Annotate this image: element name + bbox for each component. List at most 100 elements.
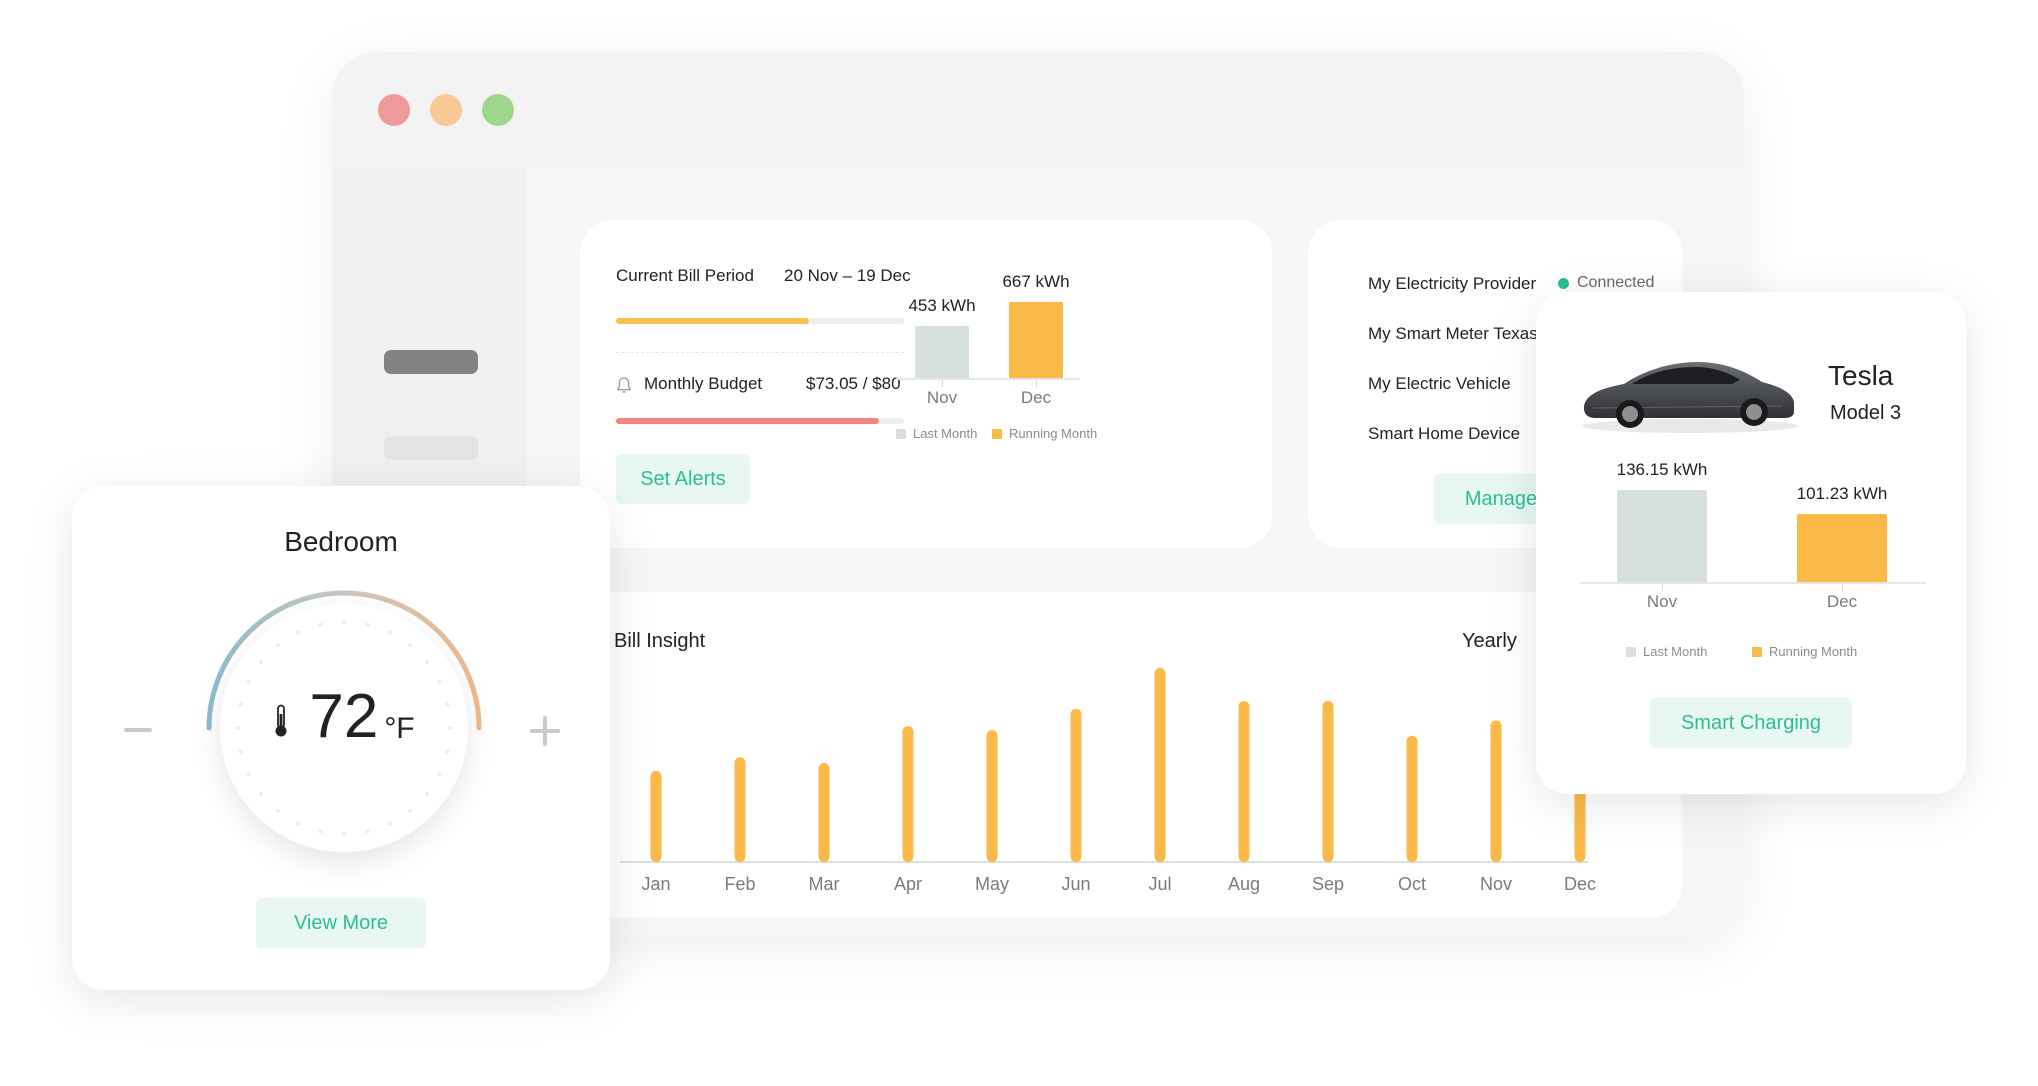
dial-tick [365, 622, 370, 627]
smart-charging-button[interactable]: Smart Charging [1650, 698, 1852, 748]
x-tick-label: Dec [1020, 388, 1052, 407]
bill-insight-chart: Jan Feb Mar Apr May Jun Jul Aug Sep Oct Nov Dec [620, 668, 1596, 894]
bar-oct[interactable] [1406, 735, 1418, 862]
bar-feb[interactable] [734, 757, 746, 862]
vehicle-card: Tesla Model 3 136.15 kWh Nov 101.23 kWh Dec… [1536, 292, 1966, 794]
monthly-budget-value: $73.05 / $80 [806, 374, 901, 393]
vehicle-model: Model 3 [1830, 402, 1902, 424]
room-name: Bedroom [284, 526, 398, 557]
connection-electric-vehicle[interactable]: My Electric Vehicle [1368, 374, 1511, 393]
divider [616, 352, 904, 353]
bill-period-progress [616, 318, 904, 324]
chart-baseline [896, 378, 1080, 380]
bar-sep[interactable] [1322, 700, 1334, 862]
x-tick-label: Oct [1398, 874, 1426, 894]
chart-baseline [1580, 582, 1926, 584]
set-alerts-button[interactable]: Set Alerts [616, 454, 750, 504]
bill-period-progress-fill [616, 318, 809, 324]
bar-jul[interactable] [1154, 668, 1166, 862]
dial-tick [318, 622, 323, 627]
dial-tick [318, 829, 323, 834]
dial-tick [408, 643, 413, 648]
x-tick-label: Jul [1148, 874, 1171, 894]
axis-tick [1662, 584, 1663, 591]
bar-may[interactable] [986, 730, 998, 862]
dial-tick [296, 630, 301, 635]
bill-insight-card: Bill Insight Yearly Jan Feb Mar Apr May Jun Ju… [580, 592, 1682, 918]
bar-dec [1009, 302, 1063, 378]
dial-tick [275, 808, 280, 813]
x-tick-label: Jan [641, 874, 670, 894]
bar-mar[interactable] [818, 763, 830, 862]
bar-jan[interactable] [650, 770, 662, 862]
connection-smart-home-device[interactable]: Smart Home Device [1368, 424, 1521, 443]
legend-swatch [1752, 646, 1762, 657]
dial-tick [424, 792, 429, 797]
sidebar-item-active[interactable] [384, 350, 478, 374]
bar-nov [1617, 490, 1707, 582]
status-badge: Connected [1558, 274, 1654, 292]
status-text: Connected [1577, 274, 1655, 291]
bar-aug[interactable] [1238, 700, 1250, 862]
dial-tick [342, 832, 346, 836]
legend-swatch [896, 428, 906, 439]
bill-insight-title: Bill Insight [614, 630, 706, 652]
dial-tick [437, 680, 442, 685]
legend-label: Last Month [1643, 644, 1708, 659]
bar-value-label: 101.23 kWh [1796, 483, 1888, 503]
axis-tick [1842, 584, 1843, 591]
bar-value-label: 453 kWh [908, 296, 976, 316]
bell-icon [616, 377, 632, 393]
x-tick-label: Feb [724, 874, 755, 894]
x-tick-label: Nov [1480, 874, 1512, 894]
connection-electricity-provider[interactable]: My Electricity Provider [1368, 274, 1537, 293]
legend-label: Running Month [1769, 644, 1858, 659]
bar-jun[interactable] [1070, 708, 1082, 862]
connection-smart-meter[interactable]: My Smart Meter Texas [1368, 324, 1538, 343]
dial-tick [246, 771, 251, 776]
legend-item: Last Month [1626, 644, 1707, 659]
dial-tick [387, 630, 392, 635]
dial-tick [342, 620, 346, 624]
bill-period-label: Current Bill Period [616, 266, 754, 285]
dial-tick [275, 643, 280, 648]
bill-period-value: 20 Nov – 19 Dec [784, 266, 911, 285]
budget-progress [616, 418, 904, 424]
temperature-dial-arc [206, 590, 482, 731]
x-tick-label: Nov [1646, 592, 1678, 611]
temperature-readout: 72 °F [220, 686, 468, 748]
bar-apr[interactable] [902, 726, 914, 862]
dial-tick [424, 659, 429, 664]
legend-item: Last Month [896, 426, 977, 441]
x-tick-label: Sep [1312, 874, 1344, 894]
window-close-button[interactable] [378, 94, 410, 126]
temperature-dial[interactable] [220, 604, 468, 852]
budget-progress-fill [616, 418, 879, 424]
dial-tick [445, 702, 450, 707]
axis-tick [942, 380, 943, 387]
car-icon [1582, 362, 1798, 433]
legend-item: Running Month [992, 426, 1097, 441]
dial-tick [246, 680, 251, 685]
bar-nov [915, 326, 969, 378]
minus-icon[interactable] [124, 728, 152, 732]
temperature-unit: °F [384, 712, 415, 745]
legend-label: Running Month [1009, 426, 1098, 441]
legend-swatch [992, 428, 1002, 439]
window-minimize-button[interactable] [430, 94, 462, 126]
x-tick-label: Nov [926, 388, 958, 407]
monthly-budget-label: Monthly Budget [644, 374, 763, 393]
dial-tick [437, 771, 442, 776]
dial-tick [365, 829, 370, 834]
sidebar-item[interactable] [384, 436, 478, 460]
plus-icon[interactable] [530, 716, 560, 746]
dial-tick [445, 749, 450, 754]
bill-card: Current Bill Period 20 Nov – 19 Dec Mont… [580, 220, 1272, 548]
period-selector[interactable]: Yearly [1462, 630, 1517, 652]
status-dot-icon [1558, 277, 1569, 289]
thermostat-card: Bedroom 72 °F View More [72, 486, 610, 990]
view-more-button[interactable]: View More [256, 898, 426, 948]
window-maximize-button[interactable] [482, 94, 514, 126]
bar-nov[interactable] [1490, 720, 1502, 862]
x-tick-label: Dec [1564, 874, 1596, 894]
